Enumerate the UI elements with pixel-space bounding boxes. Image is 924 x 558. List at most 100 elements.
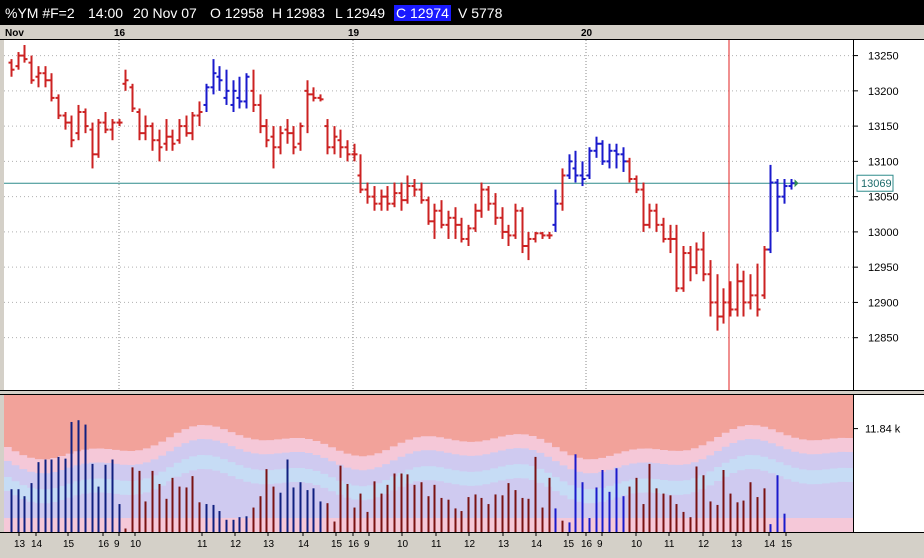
volume-x-label: 13 (731, 539, 743, 550)
last-price-box (856, 174, 894, 192)
ohlc-bar (431, 203, 438, 239)
ohlc-bar (788, 179, 795, 190)
volume-x-label: 12 (230, 539, 242, 550)
volume-x-label: 13 (263, 539, 275, 550)
ohlc-bar (317, 94, 324, 102)
volume-x-label: 15 (331, 539, 343, 550)
price-panel: 12850 12900 12950 13000 13050 13100 13150 13200… (4, 40, 924, 532)
ohlc-bar (35, 66, 42, 88)
ohlc-bar (331, 126, 338, 155)
ohlc-bar (761, 246, 768, 299)
volume-x-label: 12 (464, 539, 476, 550)
ohlc-bar (21, 45, 28, 63)
volume-x-label: 11 (197, 539, 208, 550)
ohlc-bar (149, 122, 156, 151)
volume-x-label: 10 (397, 539, 409, 550)
ohlc-bar (512, 203, 519, 239)
ohlc-bar (176, 119, 183, 144)
volume-x-label: 12 (698, 539, 710, 550)
price-tick-label: 13100 (868, 156, 899, 168)
ohlc-bar (270, 126, 277, 169)
ohlc-bar (754, 263, 761, 317)
ohlc-bar (351, 143, 358, 162)
volume-axis-area (854, 395, 924, 532)
ohlc-bar (89, 122, 96, 169)
ohlc-bar (525, 231, 532, 261)
volume-x-label: 15 (63, 539, 75, 550)
ohlc-bar (404, 175, 411, 204)
ohlc-bar (48, 73, 55, 102)
volume-x-label: 11 (431, 539, 442, 550)
ohlc-bar (257, 94, 264, 134)
volume-axis-label: 11.84 k (865, 424, 901, 436)
ohlc-bar (660, 217, 667, 243)
volume-x-label: 14 (31, 539, 43, 550)
price-tick-label: 13200 (868, 86, 899, 98)
ohlc-bar (774, 179, 781, 232)
price-tick-label: 12900 (868, 297, 899, 309)
volume-x-label: 9 (114, 539, 120, 550)
price-tick-label: 13000 (868, 227, 899, 239)
price-tick-label: 13250 (868, 51, 899, 63)
ohlc-bar (310, 87, 317, 102)
ohlc-bar (633, 175, 640, 194)
ohlc-bar (667, 224, 674, 254)
volume-x-label: 16 (581, 539, 593, 550)
ohlc-bar (586, 147, 593, 179)
date-label-19: 19 (348, 28, 360, 39)
volume-x-label: 14 (531, 539, 543, 550)
volume-x-label: 15 (563, 539, 575, 550)
symbol-label: %YM #F=2 (5, 5, 75, 21)
date-label-Nov: Nov (5, 28, 24, 39)
volume-x-label: 16 (348, 539, 360, 550)
ohlc-bar (210, 59, 217, 95)
ohlc-bar (364, 182, 371, 204)
ohlc-bar (714, 274, 721, 331)
price-tick-label: 12850 (868, 333, 899, 345)
volume-x-label: 13 (14, 539, 26, 550)
ohlc-bar (472, 203, 479, 232)
ohlc-bar (223, 69, 230, 105)
ohlc-bar (680, 246, 687, 292)
last-price-label: 13069 (861, 178, 892, 190)
ohlc-bar (357, 154, 364, 194)
ohlc-bar (546, 231, 553, 239)
volume-x-label: 9 (597, 539, 603, 550)
ohlc-bar (653, 203, 660, 232)
price-tick-label: 13150 (868, 121, 899, 133)
ohlc-bar (391, 182, 398, 208)
volume-x-label: 10 (130, 539, 142, 550)
ohlc-bar (539, 231, 546, 239)
volume-x-label: 16 (98, 539, 110, 550)
ohlc-bar (566, 154, 573, 179)
ohlc-bar (216, 66, 223, 91)
ohlc-bar (263, 119, 270, 148)
ohlc-bar (169, 129, 176, 151)
ohlc-bar (102, 112, 109, 134)
ohlc-bar (720, 288, 727, 324)
ohlc-bar (42, 66, 49, 88)
volume-x-label: 14 (298, 539, 310, 550)
ohlc-bar (8, 59, 15, 77)
ohlc-bar (297, 122, 304, 151)
ohlc-bar (673, 224, 680, 292)
ohlc-bar (142, 115, 149, 141)
volume-x-axis-bg (0, 532, 924, 558)
ohlc-bar (163, 119, 170, 151)
volume-panel: 11.84 k 13 14 15 16 9 10 11 12 13 14 15 16 9 10 11 12 13 1… (0, 390, 924, 558)
ohlc-bar (572, 150, 579, 183)
ohlc-bar (68, 115, 75, 148)
ohlc-bar (203, 83, 210, 112)
date-axis: Nov 16 19 20 (0, 25, 924, 40)
high-label: H 12983 (272, 5, 325, 21)
ohlc-bar (250, 69, 257, 112)
date-axis-bg (0, 25, 924, 40)
ohlc-bar (734, 263, 741, 317)
date-label-20: 20 (581, 28, 593, 39)
ohlc-bar (747, 274, 754, 310)
low-label: L 12949 (335, 5, 386, 21)
ohlc-bar (599, 140, 606, 165)
volume-x-label: 13 (498, 539, 510, 550)
price-tick-label: 12950 (868, 262, 899, 274)
ohlc-bar (445, 210, 452, 239)
